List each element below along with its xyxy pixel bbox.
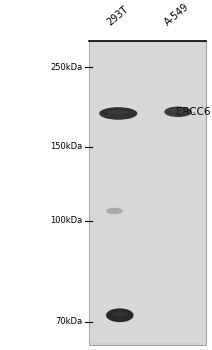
- Ellipse shape: [164, 106, 192, 117]
- Ellipse shape: [108, 110, 129, 114]
- Ellipse shape: [106, 208, 123, 214]
- FancyBboxPatch shape: [90, 42, 205, 343]
- Text: 100kDa: 100kDa: [50, 216, 83, 225]
- Text: A-549: A-549: [163, 1, 191, 27]
- Text: 293T: 293T: [105, 4, 130, 27]
- Text: 70kDa: 70kDa: [56, 317, 83, 327]
- Ellipse shape: [99, 107, 137, 120]
- Ellipse shape: [106, 308, 134, 322]
- Ellipse shape: [112, 312, 127, 316]
- FancyBboxPatch shape: [89, 41, 206, 345]
- Text: 150kDa: 150kDa: [50, 142, 83, 151]
- Text: ERCC6: ERCC6: [176, 107, 211, 118]
- Ellipse shape: [170, 109, 186, 113]
- Text: 250kDa: 250kDa: [50, 63, 83, 72]
